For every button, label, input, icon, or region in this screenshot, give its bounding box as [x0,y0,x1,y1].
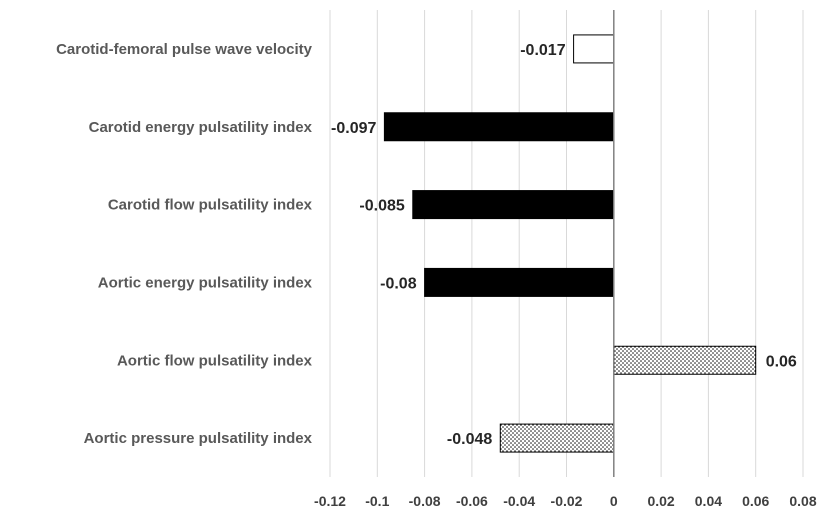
category-label: Carotid energy pulsatility index [89,119,313,136]
x-tick-label: -0.04 [503,493,535,509]
data-labels: -0.017 -0.097 -0.085 -0.08 0.06 -0.048 [331,42,797,448]
category-label: Aortic flow pulsatility index [117,352,313,369]
category-label: Carotid-femoral pulse wave velocity [56,41,313,58]
bar [573,34,615,64]
data-label: -0.017 [520,42,565,59]
bar [499,423,615,453]
bars [383,34,757,453]
data-label: 0.06 [766,353,797,370]
bar [383,112,615,142]
data-label: -0.08 [380,275,417,292]
category-labels: Carotid-femoral pulse wave velocity Carot… [56,41,313,447]
bar [424,267,615,297]
x-tick-label: 0.06 [742,493,769,509]
data-label: -0.097 [331,120,376,137]
category-label: Carotid flow pulsatility index [108,197,313,214]
bar [613,345,757,375]
x-tick-label: 0 [610,493,618,509]
x-axis-tick-labels: -0.12 -0.1 -0.08 -0.06 -0.04 -0.02 0 0.02 0.04 0.… [314,493,817,509]
x-tick-label: 0.04 [695,493,722,509]
x-tick-label: -0.12 [314,493,346,509]
data-label: -0.085 [359,198,404,215]
x-tick-label: 0.08 [789,493,816,509]
gridlines [329,10,804,477]
x-tick-label: -0.02 [551,493,583,509]
data-label: -0.048 [447,431,492,448]
x-tick-label: -0.1 [365,493,389,509]
category-label: Aortic energy pulsatility index [98,274,313,291]
x-tick-label: 0.02 [647,493,674,509]
bar [412,190,615,220]
category-label: Aortic pressure pulsatility index [84,430,313,447]
x-tick-label: -0.08 [409,493,441,509]
x-tick-label: -0.06 [456,493,488,509]
